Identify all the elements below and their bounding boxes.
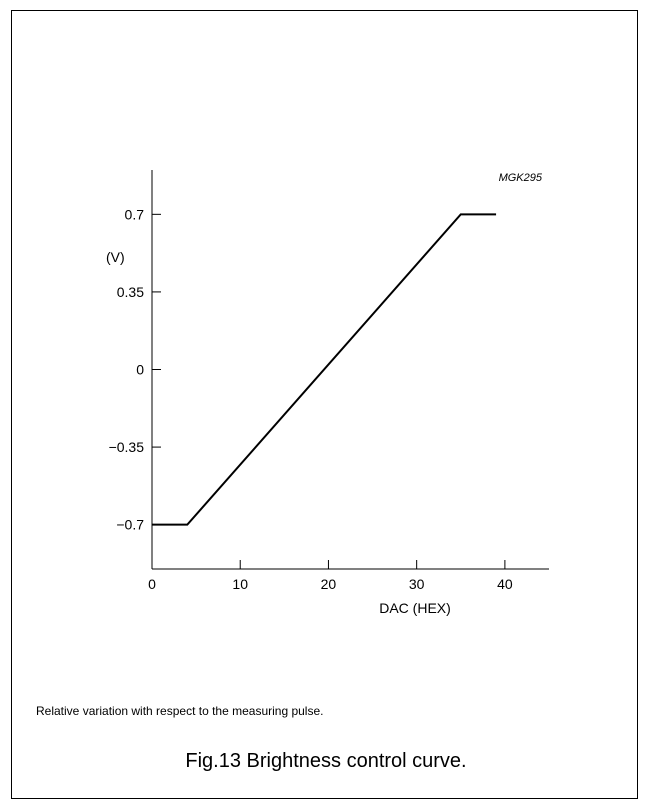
x-tick-label: 0: [148, 576, 156, 592]
y-tick-label: 0.7: [125, 206, 145, 222]
y-tick-label: −0.35: [109, 439, 145, 455]
figure-caption: Fig.13 Brightness control curve.: [185, 750, 467, 772]
x-tick-label: 40: [497, 576, 513, 592]
figure-note: Relative variation with respect to the m…: [36, 704, 324, 718]
x-tick-label: 20: [321, 576, 337, 592]
y-tick-label: 0: [136, 362, 144, 378]
figure-frame: [11, 10, 638, 799]
brightness-curve-line: [152, 213, 497, 526]
x-tick-label: 10: [232, 576, 248, 592]
y-axis-label: (V): [106, 249, 125, 265]
y-tick-label: 0.35: [117, 284, 144, 300]
x-tick-label: 30: [409, 576, 425, 592]
figure-code: MGK295: [499, 172, 543, 184]
x-axis-label: DAC (HEX): [379, 600, 451, 616]
y-tick-label: −0.7: [116, 517, 144, 533]
